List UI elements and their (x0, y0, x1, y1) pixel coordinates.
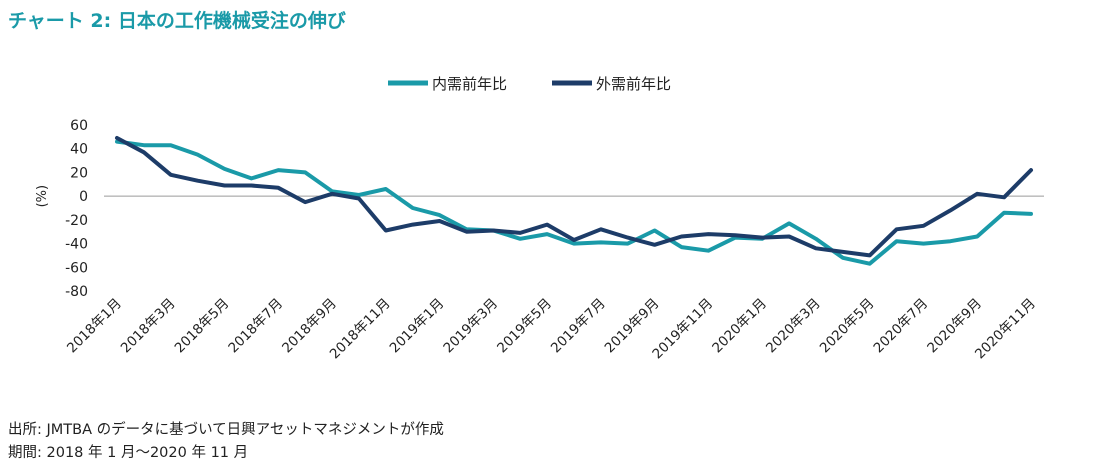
x-tick-label: 2018年7月 (225, 296, 286, 357)
chart-title: チャート 2: 日本の工作機械受注の伸び (8, 10, 346, 32)
y-axis-label: (%) (35, 185, 50, 208)
period-note: 期間: 2018 年 1 月〜2020 年 11 月 (8, 445, 249, 461)
y-tick-label: -60 (65, 260, 88, 276)
x-tick-label: 2018年5月 (172, 296, 233, 357)
y-tick-label: -20 (65, 213, 88, 229)
y-tick-label: 40 (70, 142, 88, 158)
x-tick-label: 2019年1月 (387, 296, 448, 357)
series-lines (115, 136, 1033, 266)
x-tick-label: 2019年7月 (548, 296, 609, 357)
y-axis: 60 40 20 0 -20 -40 -60 -80 (%) (35, 118, 88, 300)
x-tick-label: 2020年7月 (871, 296, 932, 357)
y-tick-label: 0 (79, 189, 88, 205)
y-tick-label: 20 (70, 165, 88, 181)
legend-label-2: 外需前年比 (596, 75, 671, 93)
series-line-2 (115, 136, 1033, 258)
x-tick-label: 2018年3月 (118, 296, 179, 357)
legend: 内需前年比 外需前年比 (388, 75, 671, 93)
x-tick-label: 2019年3月 (440, 296, 501, 357)
x-tick-label: 2020年1月 (709, 296, 770, 357)
series-line-1 (115, 139, 1033, 266)
x-axis: 2018年1月2018年3月2018年5月2018年7月2018年9月2018年… (64, 195, 1044, 362)
source-note: 出所: JMTBA のデータに基づいて日興アセットマネジメントが作成 (8, 422, 444, 438)
legend-label-1: 内需前年比 (432, 75, 507, 93)
x-tick-label: 2020年5月 (817, 296, 878, 357)
x-tick-label: 2020年3月 (763, 296, 824, 357)
x-tick-label: 2019年5月 (494, 296, 555, 357)
y-tick-label: 60 (70, 118, 88, 134)
line-chart: 内需前年比 外需前年比 60 40 20 0 -20 -40 -60 -80 (%) 2018年1… (35, 75, 1044, 362)
x-tick-label: 2018年1月 (64, 296, 125, 357)
y-tick-label: -80 (65, 284, 88, 300)
y-tick-label: -40 (65, 237, 88, 253)
